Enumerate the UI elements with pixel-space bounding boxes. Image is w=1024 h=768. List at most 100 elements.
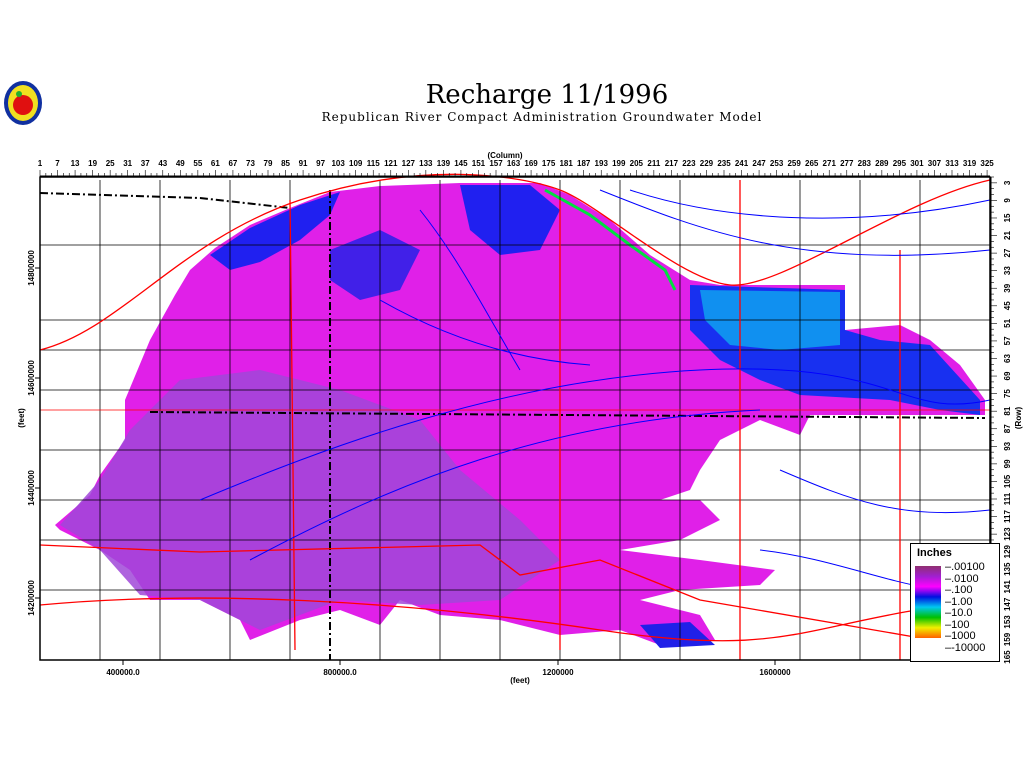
legend-label: –.100 [945,584,973,596]
column-tick-label: 283 [858,159,872,168]
column-tick-label: 295 [893,159,907,168]
state-boundaries [39,190,986,660]
row-tick-label: 165 [1003,650,1012,664]
column-tick-label: 61 [211,159,220,168]
column-tick-label: 127 [402,159,416,168]
column-tick-label: 97 [316,159,325,168]
recharge-zone-blue-north [460,185,560,255]
column-tick-label: 79 [264,159,273,168]
legend-label: –-10000 [945,641,986,654]
column-tick-label: 229 [700,159,714,168]
map-frame [39,176,991,661]
column-tick-label: 133 [419,159,433,168]
column-tick-label: 37 [141,159,150,168]
row-tick-label: 69 [1003,371,1012,380]
logo [2,80,44,126]
recharge-zone-blue-south [640,622,715,648]
column-tick-label: 145 [454,159,468,168]
column-tick-label: 13 [71,159,80,168]
column-tick-label: 307 [928,159,942,168]
row-tick-label: 153 [1003,615,1012,629]
row-tick-label: 81 [1003,406,1012,415]
column-tick-label: 319 [963,159,977,168]
column-tick-label: 253 [770,159,784,168]
row-tick-label: 99 [1003,459,1012,468]
column-tick-label: 109 [349,159,363,168]
x-tick-label: 1600000 [759,668,791,677]
column-tick-label: 25 [106,159,115,168]
y-tick-label: 14600000 [27,360,36,396]
column-axis: 1 7 13 19 25 31 37 43 49 55 61 67 73 79 85 91 97 103 109 11… [38,159,994,177]
y-axis-title: (feet) [17,408,26,428]
legend-label: –.00100 [945,561,985,573]
column-tick-label: 49 [176,159,185,168]
column-tick-label: 91 [299,159,308,168]
column-tick-label: 1 [38,159,43,168]
column-tick-label: 205 [630,159,644,168]
column-tick-label: 157 [489,159,503,168]
column-tick-label: 67 [228,159,237,168]
column-tick-label: 175 [542,159,556,168]
row-tick-label: 87 [1003,424,1012,433]
recharge-zone-blue-central [330,230,420,300]
x-axis-title: (feet) [510,676,530,685]
row-tick-label: 117 [1003,510,1012,523]
column-axis-title: (Column) [487,151,522,160]
row-tick-label: 21 [1003,231,1012,240]
x-tick-label: 400000.0 [106,668,140,677]
row-tick-label: 57 [1003,336,1012,345]
row-tick-label: 129 [1003,544,1012,558]
column-tick-label: 301 [910,159,924,168]
apple-seal-logo-icon [4,81,42,125]
x-tick-label: 1200000 [542,668,574,677]
column-tick-label: 247 [752,159,766,168]
county-boundaries [40,180,990,660]
legend-label: –1000 [945,630,976,642]
y-tick-label: 14400000 [27,470,36,506]
legend-label: –1.00 [945,595,973,608]
legend-label: –10.0 [945,607,973,619]
column-tick-label: 73 [246,159,255,168]
column-tick-label: 289 [875,159,889,168]
column-tick-label: 19 [88,159,97,168]
row-tick-label: 135 [1003,562,1012,576]
column-tick-label: 121 [384,159,398,168]
column-tick-label: 151 [472,159,486,168]
row-tick-label: 33 [1003,266,1012,275]
column-tick-label: 313 [945,159,959,168]
row-axis: 3915212733394551576369758187939910511111… [990,176,1012,664]
roads [39,173,991,660]
row-tick-label: 147 [1003,597,1012,611]
y-tick-label: 14200000 [27,580,36,616]
row-tick-label: 63 [1003,353,1012,362]
column-tick-label: 7 [55,159,60,168]
page-subtitle: Republican River Compact Administration … [321,110,763,124]
column-tick-label: 265 [805,159,819,168]
row-tick-label: 3 [1003,180,1012,185]
column-tick-label: 115 [367,159,380,168]
rivers [199,189,991,593]
column-tick-label: 139 [437,159,451,168]
column-tick-label: 271 [823,159,837,168]
page-title: Recharge 11/1996 [425,80,669,110]
column-tick-label: 85 [281,159,290,168]
row-tick-label: 51 [1003,318,1012,327]
column-tick-label: 103 [331,159,345,168]
column-tick-label: 55 [193,159,202,168]
row-tick-label: 15 [1003,213,1012,222]
column-tick-label: 217 [665,159,679,168]
x-tick-label: 800000.0 [323,668,357,677]
column-tick-label: 163 [507,159,521,168]
column-tick-label: 259 [787,159,801,168]
row-tick-label: 159 [1003,632,1012,646]
column-tick-label: 193 [595,159,609,168]
row-tick-label: 9 [1003,198,1012,203]
column-tick-label: 187 [577,159,591,168]
row-tick-label: 93 [1003,441,1012,450]
column-tick-label: 325 [980,159,994,168]
column-tick-label: 211 [647,159,660,168]
row-tick-label: 105 [1003,474,1012,488]
legend-title: Inches [917,547,952,559]
legend-label: –100 [945,618,970,631]
